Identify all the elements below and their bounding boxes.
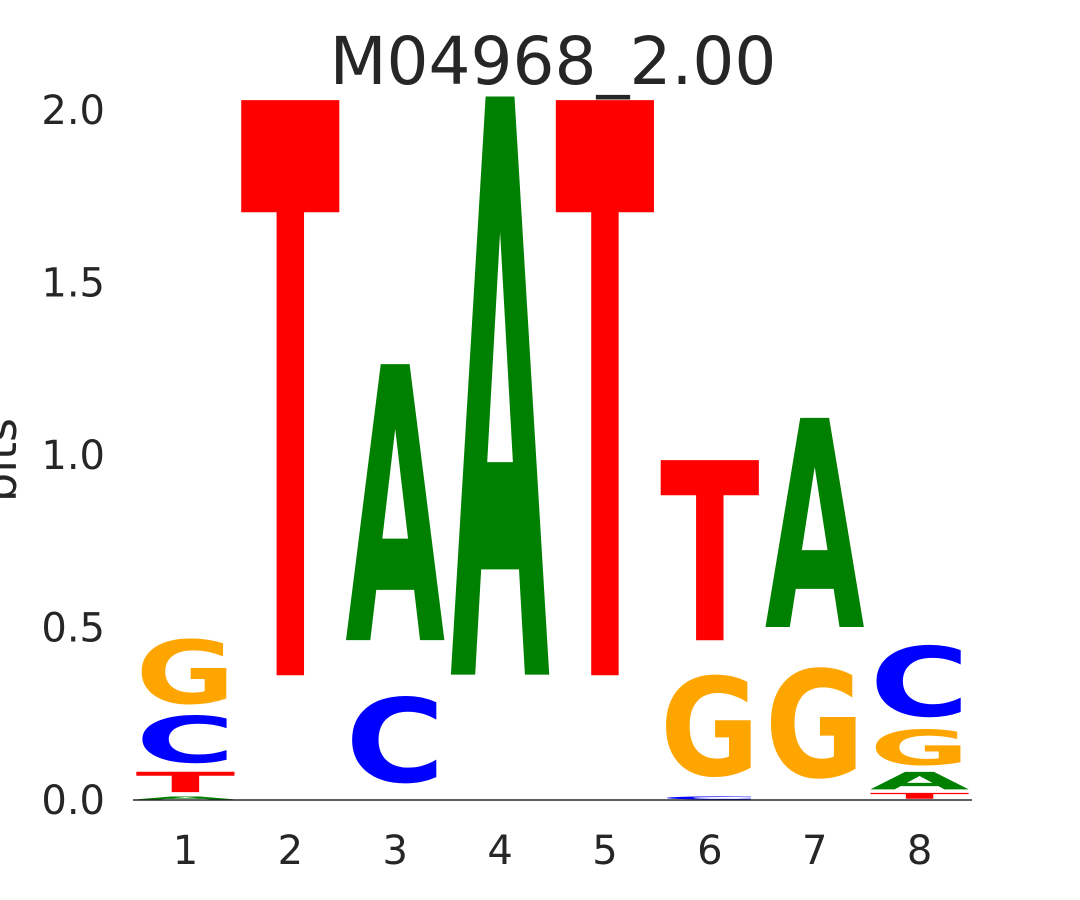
logo-letter-t: T [240, 0, 340, 862]
x-axis-ticks: 1 2 3 4 5 6 7 8 [173, 828, 933, 874]
logo-letter-t: T [136, 766, 236, 799]
logo-letter-a: A [765, 362, 865, 695]
logo-letter-c: C [660, 796, 760, 801]
x-tick-label: 4 [487, 828, 512, 874]
logo-letter-a: A [345, 289, 446, 730]
x-tick-label: 6 [697, 828, 722, 874]
logo-letter-c: C [345, 674, 445, 809]
y-tick-label: 2.0 [41, 88, 105, 134]
x-tick-label: 2 [278, 828, 303, 874]
logo-letter-a: A [450, 0, 551, 862]
x-tick-label: 7 [802, 828, 827, 874]
x-tick-label: 3 [382, 828, 407, 874]
y-axis-label: bits [0, 418, 27, 502]
x-tick-label: 5 [592, 828, 617, 874]
logo-letter-a: A [136, 796, 236, 801]
logo-letter-a: A [870, 767, 970, 795]
logo-letter-g: G [870, 720, 970, 776]
y-tick-label: 0.0 [41, 778, 105, 824]
y-tick-label: 1.0 [41, 433, 105, 479]
y-tick-label: 0.5 [41, 606, 105, 652]
x-tick-label: 1 [173, 828, 198, 874]
logo-letter-t: T [870, 791, 970, 800]
logo-letter-t: T [555, 0, 655, 862]
logo-letter-c: C [870, 627, 970, 739]
y-tick-label: 1.5 [41, 261, 105, 307]
x-tick-label: 8 [907, 828, 932, 874]
logo-letter-g: G [660, 651, 760, 808]
y-axis-ticks: 0.0 0.5 1.0 1.5 2.0 [41, 88, 105, 824]
logo-letter-g: G [136, 622, 236, 724]
logo-letter-c: C [136, 704, 236, 778]
chart-title: M04968_2.00 [330, 23, 777, 100]
logo-letter-t: T [660, 411, 760, 698]
logo-letter-g: G [765, 640, 865, 811]
